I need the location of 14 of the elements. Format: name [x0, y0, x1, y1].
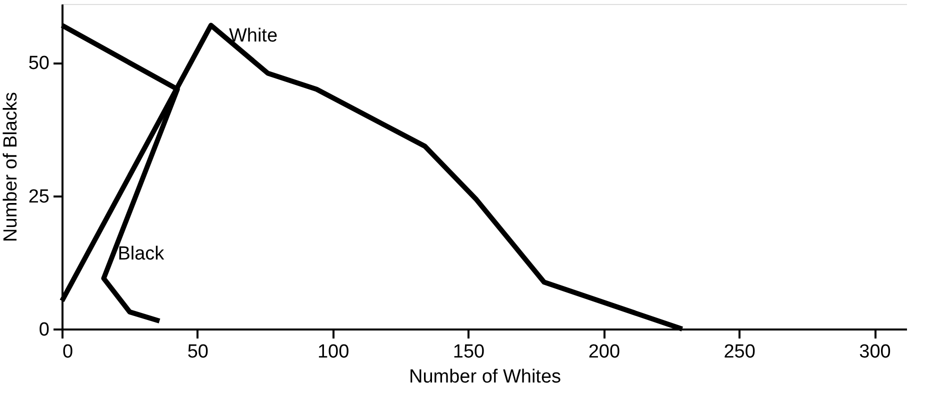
series-label: Black: [118, 243, 165, 264]
y-tick-label: 50: [28, 53, 50, 74]
series-label: White: [228, 25, 278, 46]
x-axis-title: Number of Whites: [408, 366, 562, 388]
x-tick-label: 50: [187, 342, 208, 362]
y-tick-label: 0: [38, 320, 50, 340]
y-tick-label: 25: [28, 186, 50, 208]
x-tick-label: 200: [588, 342, 620, 362]
x-tick-label: 100: [317, 342, 350, 362]
x-tick-label: 0: [62, 342, 74, 362]
x-tick-label: 300: [859, 342, 891, 362]
x-tick-label: 250: [724, 342, 756, 362]
y-axis-title: Number of Blacks: [0, 92, 22, 242]
x-tick-label: 150: [452, 342, 485, 362]
